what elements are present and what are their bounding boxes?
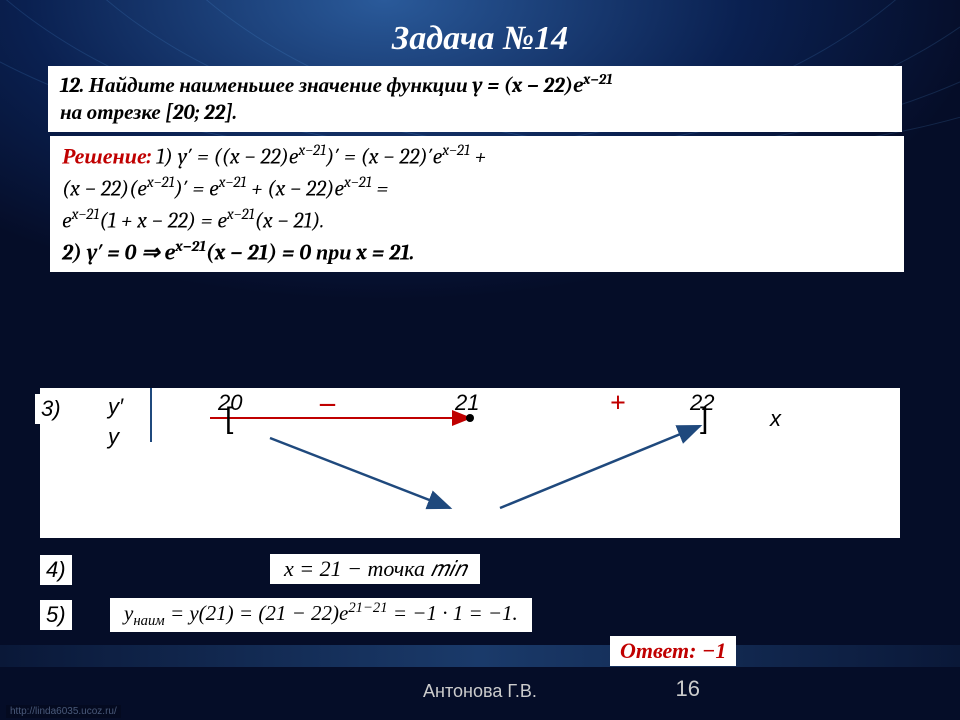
min-point-box: x = 21 − точка 𝑚𝑖𝑛: [270, 554, 480, 584]
page-number: 16: [676, 676, 700, 702]
slide-title: Задача №14: [0, 20, 960, 58]
x-axis-label: x: [770, 406, 781, 432]
minus-sign: –: [320, 386, 335, 420]
yprime-label: y′: [108, 394, 123, 420]
sol-e3: x−21: [147, 173, 175, 191]
min-point-text: x = 21 − точка 𝑚𝑖𝑛: [284, 556, 466, 581]
step3-label: 3): [35, 394, 67, 424]
step4-label: 4): [40, 555, 72, 585]
plus-sign: +: [610, 388, 626, 420]
solution-lead: Решение:: [62, 143, 151, 169]
solution-box: Решение: 1) y′ = ((x − 22)ex−21)′ = (x −…: [50, 136, 904, 272]
sol-e6: x−21: [72, 205, 100, 223]
problem-statement: 12. Найдите наименьшее значение функции …: [48, 66, 902, 132]
ymin-y: y: [124, 601, 133, 625]
sol-3b: (1 + x − 22) = e: [99, 207, 227, 233]
ymin-tail: = −1 · 1 = −1.: [388, 601, 518, 625]
source-url: http://linda6035.ucoz.ru/: [6, 705, 121, 718]
ymin-rest: = y(21) = (21 − 22)e: [165, 601, 349, 625]
number-line-svg: [ ]: [160, 388, 860, 538]
sol-e2: x−21: [442, 141, 470, 159]
answer-value: −1: [702, 638, 726, 663]
sol-4b: (x − 21) = 0 при x = 21.: [206, 239, 414, 265]
left-endpoint: 20: [218, 390, 242, 416]
right-endpoint: 22: [690, 390, 714, 416]
critical-point: 21: [455, 390, 479, 416]
sol-e5: x−21: [344, 173, 372, 191]
sol-4a: 2) y′ = 0 ⇒ e: [62, 239, 175, 265]
sol-3c: (x − 21).: [255, 207, 325, 233]
ymin-box: yнаим = y(21) = (21 − 22)e21−21 = −1 · 1…: [110, 598, 532, 632]
sol-2c: + (x − 22)e: [246, 175, 344, 201]
step5-label: 5): [40, 600, 72, 630]
footer-author: Антонова Г.В.: [0, 681, 960, 702]
sol-1b: )′ = (x − 22)′e: [326, 143, 442, 169]
ymin-sub: наим: [133, 613, 164, 629]
sign-diagram: 3) y′ y [ ] 20 – 21 + 22 x: [40, 388, 900, 538]
problem-prefix: 12. Найдите наименьшее значение функции: [60, 74, 472, 98]
sol-1a: 1) y′ = ((x − 22)e: [151, 143, 298, 169]
lower-band: [0, 645, 960, 667]
sol-3a: e: [62, 207, 72, 233]
sol-e4: x−21: [219, 173, 247, 191]
sol-2b: )′ = e: [175, 175, 219, 201]
sol-e1: x−21: [298, 141, 326, 159]
problem-func: y = (x − 22)e: [472, 74, 583, 98]
sol-2d: =: [372, 175, 389, 201]
diagram-separator: [150, 388, 152, 442]
answer-box: Ответ: −1: [610, 636, 736, 666]
problem-suffix: на отрезке [20; 22].: [60, 101, 237, 125]
ymin-exp: 21−21: [348, 600, 387, 616]
sol-2a: (x − 22)(e: [62, 175, 147, 201]
problem-exp: x−21: [583, 71, 612, 88]
sol-e7: x−21: [227, 205, 255, 223]
y-label: y: [108, 424, 119, 450]
answer-label: Ответ:: [620, 638, 702, 663]
sol-e8: x−21: [175, 237, 206, 255]
sol-1c: +: [470, 143, 486, 169]
